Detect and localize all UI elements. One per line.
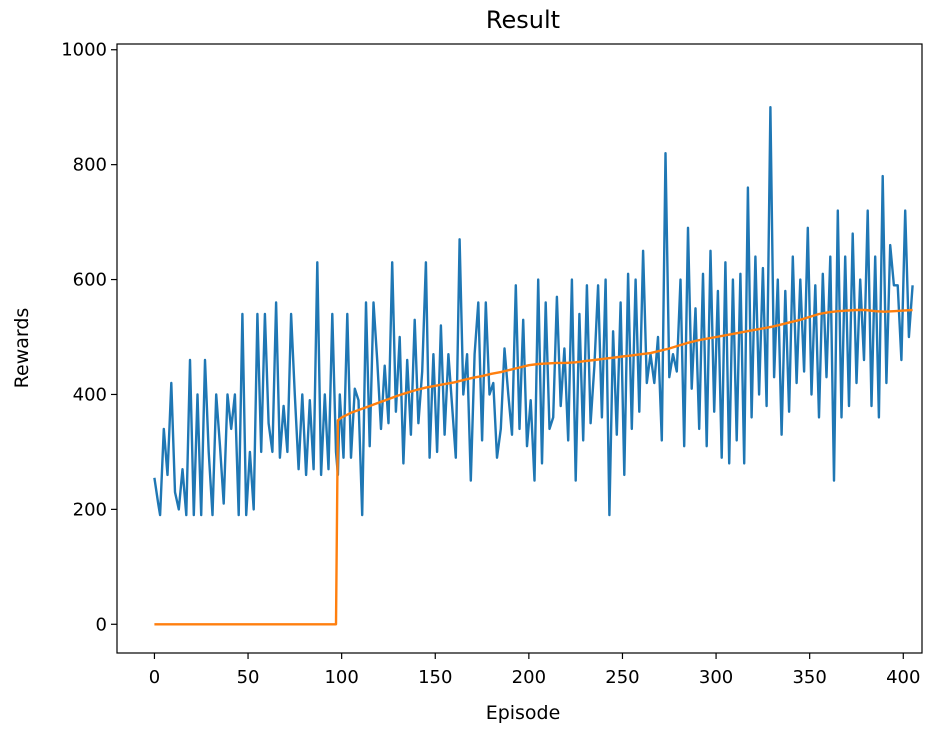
y-tick-label: 1000: [61, 40, 107, 61]
chart-title: Result: [486, 6, 560, 34]
y-axis: 0 200 400 600 800 1000: [61, 40, 117, 635]
series-line-2: [154, 308, 913, 626]
y-tick-label: 400: [73, 384, 107, 405]
plot-area: [153, 105, 914, 626]
x-axis-label: Episode: [486, 702, 561, 724]
y-tick-label: 0: [96, 614, 107, 635]
x-tick-label: 0: [149, 667, 160, 688]
x-tick-label: 350: [792, 667, 826, 688]
series-line-1: [153, 105, 914, 517]
y-axis-label: Rewards: [11, 308, 33, 389]
x-tick-label: 300: [699, 667, 733, 688]
x-tick-label: 200: [512, 667, 546, 688]
y-tick-label: 600: [73, 270, 107, 291]
x-tick-label: 50: [237, 667, 260, 688]
x-tick-label: 100: [324, 667, 358, 688]
x-tick-label: 400: [886, 667, 920, 688]
y-tick-label: 800: [73, 155, 107, 176]
y-tick-label: 200: [73, 499, 107, 520]
axes-frame: [116, 43, 923, 654]
x-tick-label: 250: [605, 667, 639, 688]
x-axis: 0 50 100 150 200 250 300 350 400: [149, 653, 920, 688]
x-tick-label: 150: [418, 667, 452, 688]
